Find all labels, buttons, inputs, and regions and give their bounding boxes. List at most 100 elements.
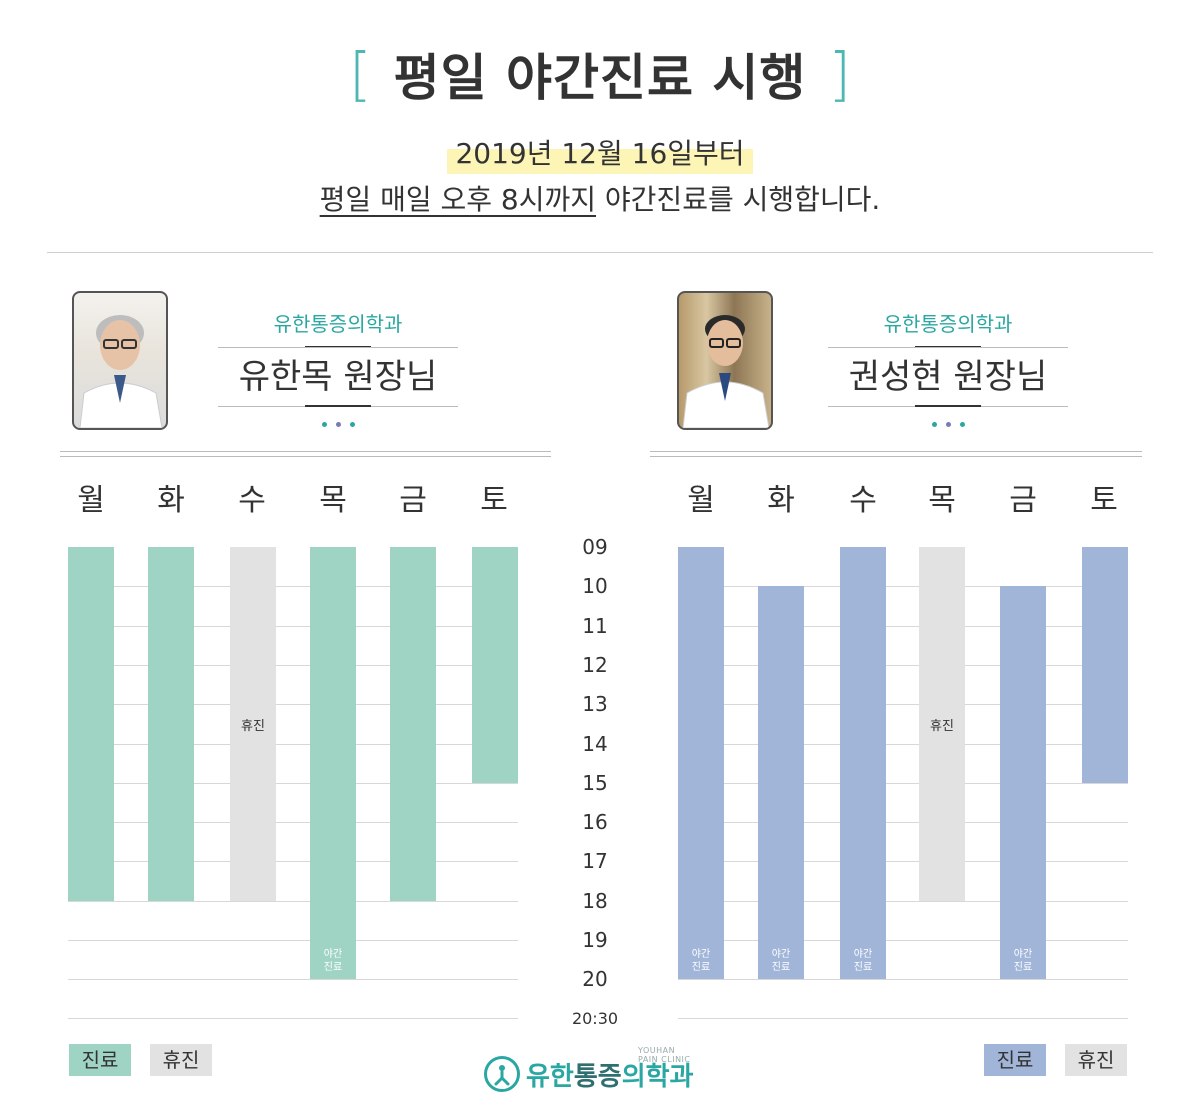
night-clinic-label: 야간 진료	[1013, 949, 1033, 973]
grid-line	[68, 626, 518, 627]
person-circle-icon	[484, 1056, 520, 1092]
logo-suffix: 의학과	[621, 1061, 694, 1092]
doctor-portrait-icon	[682, 315, 770, 428]
doctor-portrait-icon	[79, 315, 163, 428]
logo-prefix: 유한	[526, 1061, 574, 1092]
clinic-name-1: 유한통증의학과	[273, 312, 403, 336]
title-bracket-left: [	[348, 40, 372, 108]
open-hours-bar	[68, 547, 114, 901]
date-line-wrap: 2019년 12월 16일부터	[0, 134, 1200, 174]
logo-sub: YOUHAN PAIN CLINIC	[638, 1045, 691, 1064]
legend-closed-2: 휴진	[1065, 1044, 1127, 1076]
page-title: [ 평일 야간진료 시행 ]	[0, 34, 1200, 114]
open-hours-bar	[390, 547, 436, 901]
day-label: 토	[480, 483, 508, 518]
notice-rest: 야간진료를 시행합니다.	[596, 183, 881, 216]
hour-label: 09	[582, 535, 608, 559]
open-hours-bar: 야간 진료	[758, 586, 804, 979]
hour-label: 11	[582, 614, 608, 638]
open-hours-bar: 야간 진료	[1000, 586, 1046, 979]
dots-2	[918, 422, 978, 427]
grid-line	[678, 1018, 1128, 1019]
doctor-photo-1	[72, 291, 168, 430]
section-line-2	[650, 451, 1142, 457]
hour-label: 13	[582, 692, 608, 716]
day-label: 토	[1090, 483, 1118, 518]
name-accent-bottom-1	[305, 405, 371, 407]
closed-label: 휴진	[241, 719, 265, 734]
day-label: 금	[1009, 483, 1037, 518]
day-label: 수	[849, 483, 877, 518]
doctor-name-2: 권성현 원장님	[828, 347, 1068, 407]
date-line: 2019년 12월 16일부터	[447, 134, 753, 174]
day-label: 목	[319, 483, 347, 518]
grid-line	[678, 586, 1128, 587]
open-hours-bar	[472, 547, 518, 783]
grid-line	[68, 783, 518, 784]
night-clinic-label: 야간 진료	[853, 949, 873, 973]
grid-line	[678, 861, 1128, 862]
hour-label: 17	[582, 849, 608, 873]
grid-line	[68, 979, 518, 980]
grid-line	[678, 783, 1128, 784]
open-hours-bar: 야간 진료	[840, 547, 886, 979]
grid-line	[678, 822, 1128, 823]
day-label: 화	[157, 483, 185, 518]
day-label: 금	[399, 483, 427, 518]
day-label: 화	[767, 483, 795, 518]
closed-day-bar: 휴진	[230, 547, 276, 901]
title-bracket-right: ]	[828, 40, 852, 108]
hour-label: 18	[582, 889, 608, 913]
day-label: 수	[238, 483, 266, 518]
day-label: 목	[928, 483, 956, 518]
notice-underlined: 평일 매일 오후 8시까지	[319, 183, 597, 216]
title-text: 평일 야간진료 시행	[393, 49, 807, 107]
hour-label: 10	[582, 574, 608, 598]
grid-line	[678, 626, 1128, 627]
night-clinic-label: 야간 진료	[771, 949, 791, 973]
hour-label: 20	[582, 967, 608, 991]
open-hours-bar	[148, 547, 194, 901]
grid-line	[678, 901, 1128, 902]
grid-line	[68, 704, 518, 705]
night-clinic-label: 야간 진료	[323, 949, 343, 973]
grid-line	[678, 744, 1128, 745]
hour-label: 16	[582, 810, 608, 834]
grid-line	[68, 586, 518, 587]
grid-line	[678, 940, 1128, 941]
name-accent-bottom-2	[915, 405, 981, 407]
day-label: 월	[687, 483, 715, 518]
clinic-logo: 유한통증의학과 YOUHAN PAIN CLINIC	[484, 1046, 694, 1098]
clinic-name-2: 유한통증의학과	[883, 312, 1013, 336]
grid-line	[678, 979, 1128, 980]
hour-label: 14	[582, 732, 608, 756]
legend-open-2: 진료	[984, 1044, 1046, 1076]
logo-mid: 통증	[573, 1061, 622, 1092]
grid-line	[68, 744, 518, 745]
grid-line	[68, 940, 518, 941]
hour-label: 12	[582, 653, 608, 677]
closed-day-bar: 휴진	[919, 547, 965, 901]
notice-line: 평일 매일 오후 8시까지 야간진료를 시행합니다.	[0, 178, 1200, 222]
grid-line	[678, 665, 1128, 666]
section-line-1	[60, 451, 551, 457]
closed-label: 휴진	[930, 719, 954, 734]
grid-line	[68, 901, 518, 902]
grid-line	[68, 1018, 518, 1019]
grid-line	[68, 861, 518, 862]
open-hours-bar: 야간 진료	[678, 547, 724, 979]
grid-line	[68, 665, 518, 666]
night-clinic-label: 야간 진료	[691, 949, 711, 973]
day-label: 월	[77, 483, 105, 518]
open-hours-bar	[1082, 547, 1128, 783]
legend-closed-1: 휴진	[150, 1044, 212, 1076]
logo-text: 유한통증의학과 YOUHAN PAIN CLINIC	[526, 1046, 694, 1093]
legend-open-1: 진료	[69, 1044, 131, 1076]
end-time-label: 20:30	[571, 1009, 619, 1028]
hour-label: 15	[582, 771, 608, 795]
grid-line	[68, 822, 518, 823]
hour-label: 19	[582, 928, 608, 952]
dots-1	[308, 422, 368, 427]
doctor-photo-2	[677, 291, 773, 430]
